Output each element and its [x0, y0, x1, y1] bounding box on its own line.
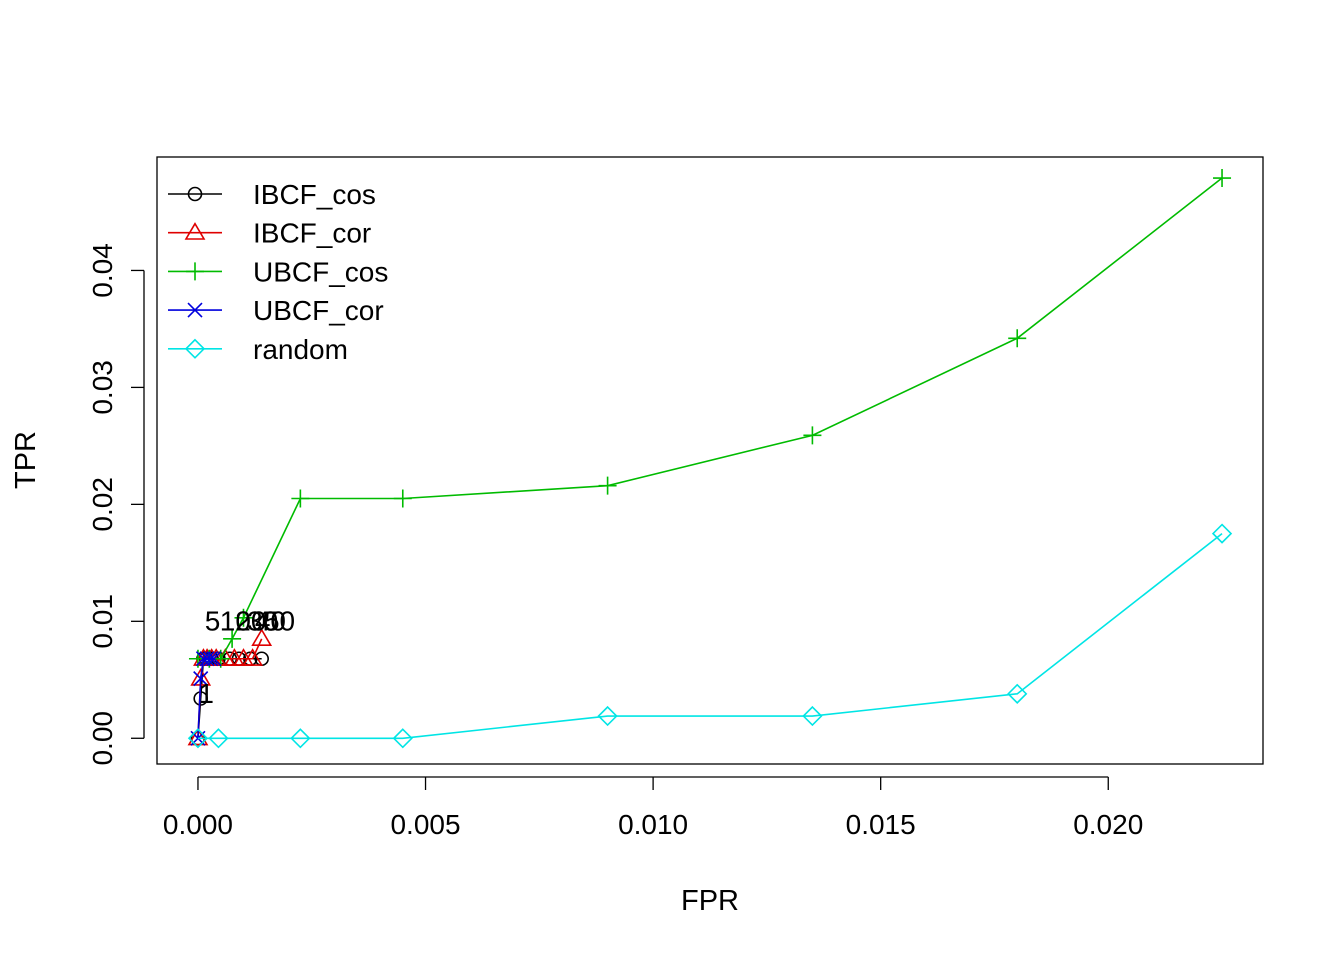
- legend-label: IBCF_cor: [253, 218, 371, 249]
- point-annotation: 1: [198, 678, 214, 709]
- data-point-UBCF_cor: [206, 651, 222, 667]
- legend-label: IBCF_cos: [253, 179, 376, 210]
- data-point-random: [802, 705, 823, 727]
- x-axis: 0.000 0.005 0.010 0.015 0.020: [163, 776, 1143, 840]
- point-annotation: 50: [264, 606, 295, 637]
- y-tick-label: 0.03: [87, 360, 118, 415]
- legend-item-random: random: [168, 334, 348, 365]
- data-point-random: [208, 728, 229, 749]
- legend-item-UBCF_cos: UBCF_cos: [168, 256, 388, 287]
- data-point-UBCF_cor: [193, 671, 209, 687]
- data-point-UBCF_cos: [393, 489, 412, 508]
- legend-label: UBCF_cor: [253, 295, 384, 326]
- legend-marker: [184, 222, 206, 240]
- data-point-IBCF_cor: [251, 628, 273, 646]
- data-point-UBCF_cos: [291, 489, 310, 508]
- data-point-random: [1211, 523, 1233, 544]
- x-tick-label: 0.005: [390, 809, 460, 840]
- legend-label: random: [253, 334, 348, 365]
- point-annotation: 10: [220, 606, 251, 637]
- y-tick-label: 0.02: [87, 477, 118, 532]
- x-tick-label: 0.020: [1073, 809, 1143, 840]
- data-point-UBCF_cos: [223, 629, 242, 648]
- legend-item-IBCF_cos: IBCF_cos: [168, 179, 376, 210]
- data-point-UBCF_cor: [203, 651, 219, 667]
- point-annotation: 20: [235, 606, 266, 637]
- y-tick-label: 0.04: [87, 243, 118, 298]
- y-axis: 0.00 0.01 0.02 0.03 0.04: [87, 243, 145, 766]
- legend-marker: [186, 262, 204, 281]
- point-annotation: 30: [247, 606, 278, 637]
- data-point-UBCF_cos: [1008, 329, 1027, 348]
- data-point-random: [1007, 683, 1028, 704]
- data-point-UBCF_cos: [1213, 169, 1232, 188]
- series-layer: [187, 169, 1233, 749]
- point-annotation: 5: [205, 606, 221, 637]
- data-point-UBCF_cos: [598, 476, 617, 495]
- y-tick-label: 0.01: [87, 594, 118, 649]
- series-line-random: [197, 532, 1223, 740]
- data-point-random: [290, 728, 311, 749]
- x-tick-label: 0.000: [163, 809, 233, 840]
- data-point-UBCF_cor: [195, 651, 211, 667]
- legend-item-UBCF_cor: UBCF_cor: [168, 295, 384, 326]
- data-point-random: [187, 728, 209, 749]
- point-annotation: 40: [255, 606, 286, 637]
- legend-marker: [184, 338, 206, 359]
- data-point-UBCF_cor: [199, 651, 215, 667]
- data-point-IBCF_cor: [242, 648, 263, 666]
- data-point-random: [597, 705, 618, 727]
- legend-marker: [187, 186, 203, 202]
- legend-item-IBCF_cor: IBCF_cor: [168, 218, 371, 249]
- legend-marker: [187, 302, 203, 318]
- series-random: [187, 523, 1233, 749]
- data-point-IBCF_cor: [187, 727, 209, 746]
- x-tick-label: 0.010: [618, 809, 688, 840]
- y-tick-label: 0.00: [87, 711, 118, 766]
- x-axis-label: FPR: [681, 885, 739, 917]
- plot-frame: [156, 156, 1264, 765]
- x-tick-label: 0.015: [846, 809, 916, 840]
- data-point-random: [392, 728, 413, 749]
- series-UBCF_cos: [188, 169, 1232, 668]
- data-point-UBCF_cos: [234, 608, 253, 627]
- data-point-UBCF_cos: [803, 426, 822, 445]
- y-axis-label: TPR: [10, 431, 42, 489]
- legend-label: UBCF_cos: [253, 256, 388, 287]
